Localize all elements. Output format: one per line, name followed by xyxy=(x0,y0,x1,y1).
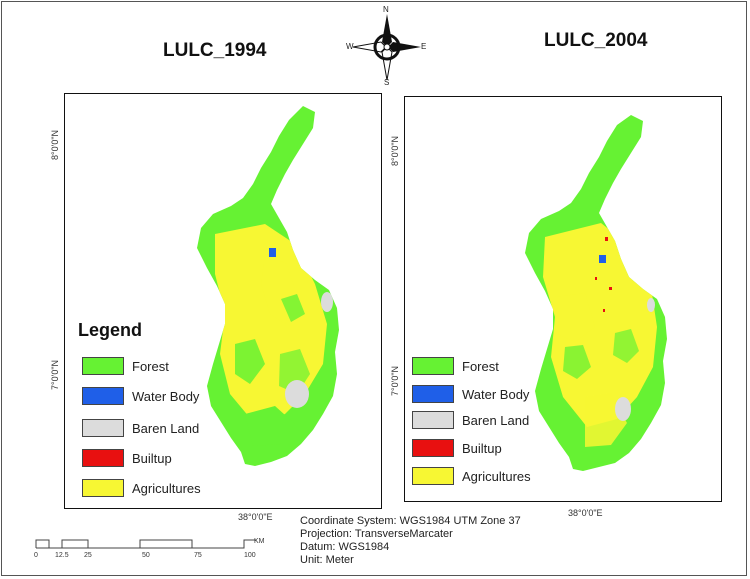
legend-item-forest: Forest xyxy=(412,356,499,376)
north-arrow-compass: N S W E xyxy=(345,5,429,88)
legend-label: Baren Land xyxy=(462,412,530,428)
swatch-agricultures xyxy=(412,467,454,485)
compass-s: S xyxy=(384,78,390,87)
legend-label: Baren Land xyxy=(132,420,200,436)
legend-label: Builtup xyxy=(132,450,172,466)
scale-tick-12-5: 12.5 xyxy=(55,552,69,559)
scale-tick-75: 75 xyxy=(194,552,202,559)
legend-item-builtup: Builtup xyxy=(82,448,172,468)
lat-label-8n-left: 8°0'0"N xyxy=(50,129,60,160)
legend-item-water-body: Water Body xyxy=(412,384,529,404)
compass-w: W xyxy=(346,42,354,51)
lulc-1994-map xyxy=(197,106,339,466)
swatch-forest xyxy=(82,357,124,375)
lat-label-7n-right: 7°0'0"N xyxy=(390,365,400,396)
legend-label: Agricultures xyxy=(462,468,531,484)
legend-item-water-body: Water Body xyxy=(82,386,199,406)
legend-label: Forest xyxy=(462,358,499,374)
swatch-builtup xyxy=(412,439,454,457)
legend-label: Forest xyxy=(132,358,169,374)
legend-2004: Forest Water Body Baren Land Builtup Agr… xyxy=(410,356,610,496)
scale-tick-100: 100 xyxy=(244,552,256,559)
legend-label: Water Body xyxy=(132,388,200,404)
swatch-baren-land xyxy=(412,411,454,429)
scale-bar-graphic xyxy=(35,539,256,549)
scale-tick-0: 0 xyxy=(34,552,38,559)
lon-label-38e-right: 38°0'0"E xyxy=(568,508,603,518)
legend-item-agricultures: Agricultures xyxy=(82,478,201,498)
legend-item-baren-land: Baren Land xyxy=(82,418,199,438)
coordinate-info: Coordinate System: WGS1984 UTM Zone 37 P… xyxy=(300,515,521,567)
title-lulc-2004: LULC_2004 xyxy=(544,30,648,51)
swatch-agricultures xyxy=(82,479,124,497)
unit-text: Unit: Meter xyxy=(300,554,354,566)
legend-item-agricultures: Agricultures xyxy=(412,466,531,486)
legend-item-baren-land: Baren Land xyxy=(412,410,529,430)
map-frame-2004 xyxy=(404,96,722,502)
lon-label-38e-left: 38°0'0"E xyxy=(238,512,273,522)
lulc-2004-map xyxy=(525,115,667,471)
projection-text: Projection: TransverseMarcater xyxy=(300,528,453,540)
swatch-forest xyxy=(412,357,454,375)
legend-label: Water Body xyxy=(462,386,530,402)
legend-label: Agricultures xyxy=(132,480,201,496)
scale-tick-25: 25 xyxy=(84,552,92,559)
coordinate-system-text: Coordinate System: WGS1984 UTM Zone 37 xyxy=(300,515,521,527)
legend-item-forest: Forest xyxy=(82,356,169,376)
compass-n: N xyxy=(383,5,389,14)
scale-unit: KM xyxy=(254,538,265,545)
scale-bar: 0 12.5 25 50 75 100 KM xyxy=(30,534,270,564)
legend-label: Builtup xyxy=(462,440,502,456)
legend-item-builtup: Builtup xyxy=(412,438,502,458)
datum-text: Datum: WGS1984 xyxy=(300,541,390,553)
swatch-water-body xyxy=(82,387,124,405)
swatch-baren-land xyxy=(82,419,124,437)
scale-tick-50: 50 xyxy=(142,552,150,559)
compass-e: E xyxy=(421,42,427,51)
lat-label-7n-left: 7°0'0"N xyxy=(50,359,60,390)
map-frame-1994 xyxy=(64,93,382,509)
legend-title: Legend xyxy=(78,320,143,340)
legend-1994: Legend Forest Water Body Baren Land Buil… xyxy=(78,320,278,500)
lat-label-8n-right: 8°0'0"N xyxy=(390,135,400,166)
compass-rose-icon xyxy=(352,14,421,81)
swatch-water-body xyxy=(412,385,454,403)
title-lulc-1994: LULC_1994 xyxy=(163,40,267,61)
swatch-builtup xyxy=(82,449,124,467)
